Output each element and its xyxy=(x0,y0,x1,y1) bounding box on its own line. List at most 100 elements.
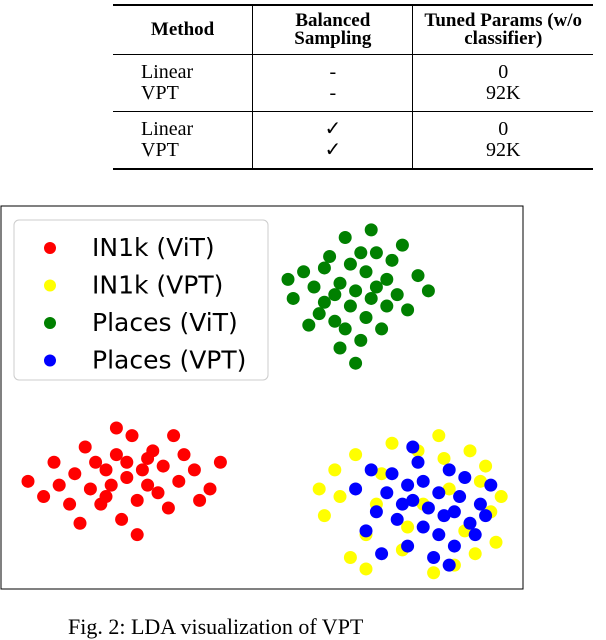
cell: 92K xyxy=(412,140,593,170)
header-cell: Method xyxy=(113,4,253,55)
row: Linear - 0 xyxy=(113,54,593,83)
point xyxy=(307,280,321,294)
point xyxy=(338,230,352,244)
cell: 0 xyxy=(412,54,593,83)
point xyxy=(328,314,342,328)
point xyxy=(312,307,326,321)
point xyxy=(432,429,446,443)
point xyxy=(338,322,352,336)
point xyxy=(489,535,503,549)
point xyxy=(447,539,461,553)
point xyxy=(130,528,144,542)
point xyxy=(120,471,134,485)
chart: IN1k (ViT) IN1k (VPT) Places (ViT) Places (… xyxy=(0,205,524,590)
point xyxy=(125,429,139,443)
point xyxy=(333,490,347,504)
point xyxy=(437,509,451,523)
point xyxy=(73,516,87,530)
point xyxy=(416,520,430,534)
point xyxy=(156,459,170,473)
point xyxy=(167,429,181,443)
point xyxy=(104,478,118,492)
point xyxy=(83,482,97,496)
cell: ✓ xyxy=(252,111,413,140)
point xyxy=(401,539,415,553)
point xyxy=(120,455,134,469)
header-cell: Balanced Sampling xyxy=(252,4,413,55)
point xyxy=(359,524,373,538)
point xyxy=(359,310,373,324)
point xyxy=(364,223,378,237)
point xyxy=(47,455,61,469)
point xyxy=(463,444,477,458)
point xyxy=(302,318,316,332)
point xyxy=(78,440,92,454)
point xyxy=(468,528,482,542)
point xyxy=(354,333,368,347)
point xyxy=(375,547,389,561)
point xyxy=(380,272,394,286)
point xyxy=(359,562,373,576)
point xyxy=(323,250,337,264)
point xyxy=(109,421,123,435)
point xyxy=(52,478,66,492)
point xyxy=(317,509,331,523)
caption: Fig. 2: LDA visualization of VPT xyxy=(68,614,364,639)
point xyxy=(213,455,227,469)
legend-marker xyxy=(44,279,56,292)
point xyxy=(312,482,326,496)
point xyxy=(421,284,435,298)
point xyxy=(375,322,389,336)
point xyxy=(380,486,394,500)
legend-marker xyxy=(44,354,56,367)
header-cell: Tuned Params (w/o classifier) xyxy=(412,4,593,55)
point xyxy=(427,551,441,565)
cell: VPT xyxy=(113,83,253,112)
point xyxy=(463,516,477,530)
header-row: Method Balanced Sampling Tuned Params (w… xyxy=(113,4,593,55)
point xyxy=(427,566,441,580)
point xyxy=(89,455,103,469)
point xyxy=(447,505,461,519)
point xyxy=(354,246,368,260)
point xyxy=(494,490,508,504)
point xyxy=(380,299,394,313)
point xyxy=(473,497,487,511)
point xyxy=(349,356,363,370)
legend-marker xyxy=(44,242,56,254)
point xyxy=(281,272,295,286)
point xyxy=(484,478,498,492)
point xyxy=(432,486,446,500)
point xyxy=(141,451,155,465)
point xyxy=(473,474,487,488)
point xyxy=(99,463,113,477)
point xyxy=(317,295,331,309)
point xyxy=(458,471,472,485)
point xyxy=(442,482,456,496)
point xyxy=(432,528,446,542)
point xyxy=(401,478,415,492)
point xyxy=(68,467,82,481)
point xyxy=(328,288,342,302)
cell: Linear xyxy=(141,61,194,83)
point xyxy=(333,276,347,290)
point xyxy=(364,291,378,305)
legend-label: Places (ViT) xyxy=(92,308,238,337)
point xyxy=(359,265,373,279)
point xyxy=(385,253,399,267)
row: VPT ✓ 92K xyxy=(113,140,593,170)
point xyxy=(193,493,207,507)
point xyxy=(375,467,389,481)
point xyxy=(187,463,201,477)
cell: - xyxy=(252,83,413,112)
point xyxy=(479,459,493,473)
point xyxy=(442,558,456,572)
point xyxy=(411,269,425,283)
point xyxy=(286,291,300,305)
legend-label: IN1k (ViT) xyxy=(92,233,215,262)
point xyxy=(437,451,451,465)
point xyxy=(328,463,342,477)
point xyxy=(401,303,415,317)
point xyxy=(151,486,165,500)
point xyxy=(401,520,415,534)
